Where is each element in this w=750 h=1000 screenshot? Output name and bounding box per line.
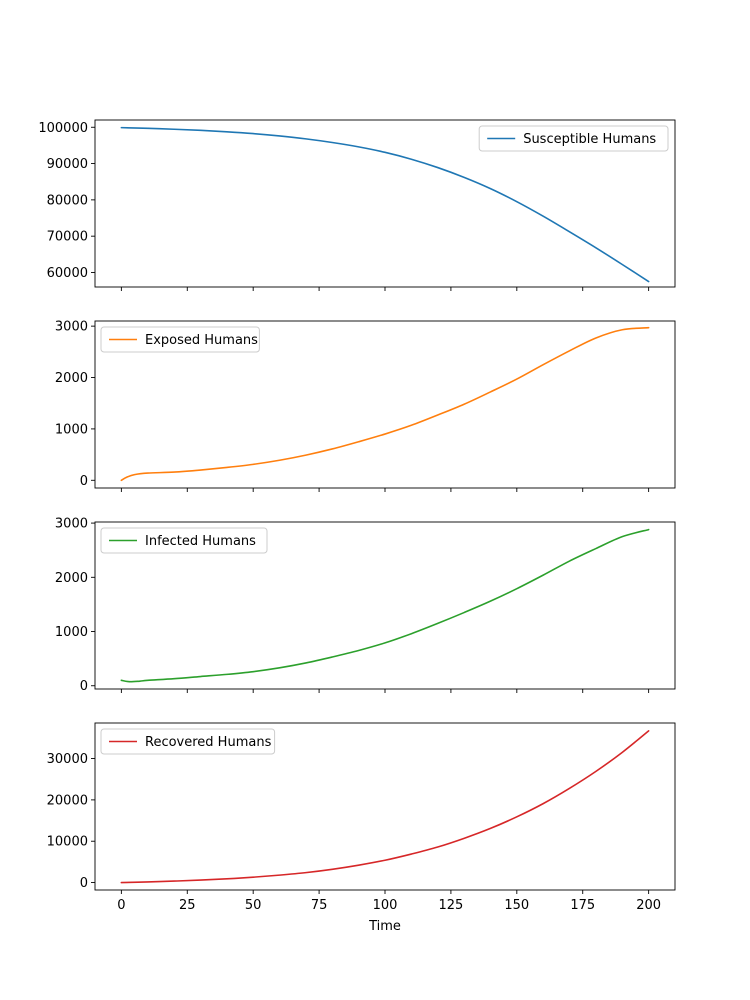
subplot-3: 0 1000 2000 3000 Infected Humans	[55, 517, 676, 694]
legend-box	[100, 326, 260, 353]
legend: Exposed Humans	[100, 326, 260, 353]
legend-label: Exposed Humans	[145, 333, 258, 348]
x-tick-label: 125	[438, 898, 463, 913]
y-tick-label: 90000	[47, 157, 88, 172]
subplot-4: 0 10000 20000 30000 0 25 50 75 100 125 150 175 200 Ti…	[47, 722, 676, 934]
x-tick-label: 25	[179, 898, 196, 913]
legend-label: Susceptible Humans	[523, 132, 656, 147]
y-tick-label: 100000	[38, 121, 88, 136]
x-axis-label: Time	[368, 919, 401, 934]
x-tick-label: 200	[636, 898, 661, 913]
x-tick-label: 150	[504, 898, 529, 913]
legend-box	[478, 125, 669, 152]
y-tick-label: 3000	[55, 320, 88, 335]
y-tick-label: 30000	[47, 752, 88, 767]
y-tick-label: 2000	[55, 371, 88, 386]
legend-label: Infected Humans	[145, 534, 256, 549]
y-tick-label: 0	[80, 876, 88, 891]
x-tick-label: 100	[373, 898, 398, 913]
legend-label: Recovered Humans	[145, 735, 272, 750]
y-tick-label: 0	[80, 474, 88, 489]
y-tick-label: 2000	[55, 571, 88, 586]
x-tick-label: 50	[245, 898, 262, 913]
y-tick-label: 20000	[47, 793, 88, 808]
series-line-3-1	[120, 528, 650, 683]
subplot-2: 0 1000 2000 3000 Exposed Humans	[55, 320, 676, 492]
y-tick-label: 3000	[55, 517, 88, 532]
series-line-1-1	[120, 126, 650, 283]
legend: Susceptible Humans	[478, 125, 669, 152]
y-tick-label: 1000	[55, 422, 88, 437]
y-tick-label: 70000	[47, 230, 88, 245]
legend-box	[100, 527, 268, 554]
x-tick-label: 175	[570, 898, 595, 913]
y-tick-label: 80000	[47, 193, 88, 208]
series-line-2-1	[120, 326, 650, 482]
series-line-4-1	[120, 730, 650, 884]
y-tick-label: 60000	[47, 266, 88, 281]
legend: Recovered Humans	[100, 728, 276, 755]
legend: Infected Humans	[100, 527, 268, 554]
subplot-1: 60000 70000 80000 90000 100000 Susceptible Hu…	[38, 119, 676, 291]
y-tick-label: 1000	[55, 625, 88, 640]
y-tick-label: 0	[80, 679, 88, 694]
x-tick-label: 75	[311, 898, 328, 913]
x-tick-label: 0	[117, 898, 125, 913]
legend-box	[100, 728, 276, 755]
y-tick-label: 10000	[47, 835, 88, 850]
